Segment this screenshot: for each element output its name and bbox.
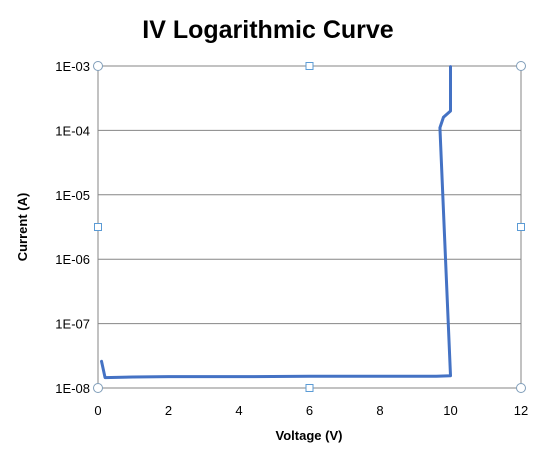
x-tick-label: 4 bbox=[235, 403, 242, 418]
gridlines bbox=[98, 65, 521, 389]
side-resize-handle[interactable] bbox=[94, 223, 102, 231]
corner-resize-handle[interactable] bbox=[93, 61, 103, 71]
y-axis-ticks: 1E-08 1E-07 1E-06 1E-05 1E-04 1E-03 bbox=[55, 59, 90, 396]
corner-resize-handle[interactable] bbox=[93, 383, 103, 393]
x-axis-title: Voltage (V) bbox=[276, 428, 343, 443]
plot-area bbox=[97, 65, 522, 389]
series-line bbox=[100, 65, 452, 380]
y-tick-label: 1E-03 bbox=[55, 59, 90, 74]
chart-title: IV Logarithmic Curve bbox=[142, 16, 394, 44]
corner-resize-handle[interactable] bbox=[516, 383, 526, 393]
y-tick-label: 1E-04 bbox=[55, 123, 90, 138]
y-tick-label: 1E-08 bbox=[55, 381, 90, 396]
x-tick-label: 0 bbox=[94, 403, 101, 418]
side-resize-handle[interactable] bbox=[517, 223, 525, 231]
x-tick-label: 2 bbox=[165, 403, 172, 418]
side-resize-handle[interactable] bbox=[305, 62, 314, 70]
side-resize-handle[interactable] bbox=[305, 384, 314, 392]
corner-resize-handle[interactable] bbox=[516, 61, 526, 71]
x-tick-label: 8 bbox=[376, 403, 383, 418]
y-axis-title: Current (A) bbox=[15, 193, 30, 262]
y-tick-label: 1E-07 bbox=[55, 317, 90, 332]
x-axis-ticks: 0 2 4 6 8 10 12 bbox=[94, 403, 528, 418]
x-tick-label: 6 bbox=[306, 403, 313, 418]
x-tick-label: 12 bbox=[514, 403, 528, 418]
series-layer bbox=[100, 65, 452, 380]
selection-handles[interactable] bbox=[93, 61, 526, 393]
y-tick-label: 1E-06 bbox=[55, 252, 90, 267]
x-tick-label: 10 bbox=[443, 403, 457, 418]
y-tick-label: 1E-05 bbox=[55, 188, 90, 203]
